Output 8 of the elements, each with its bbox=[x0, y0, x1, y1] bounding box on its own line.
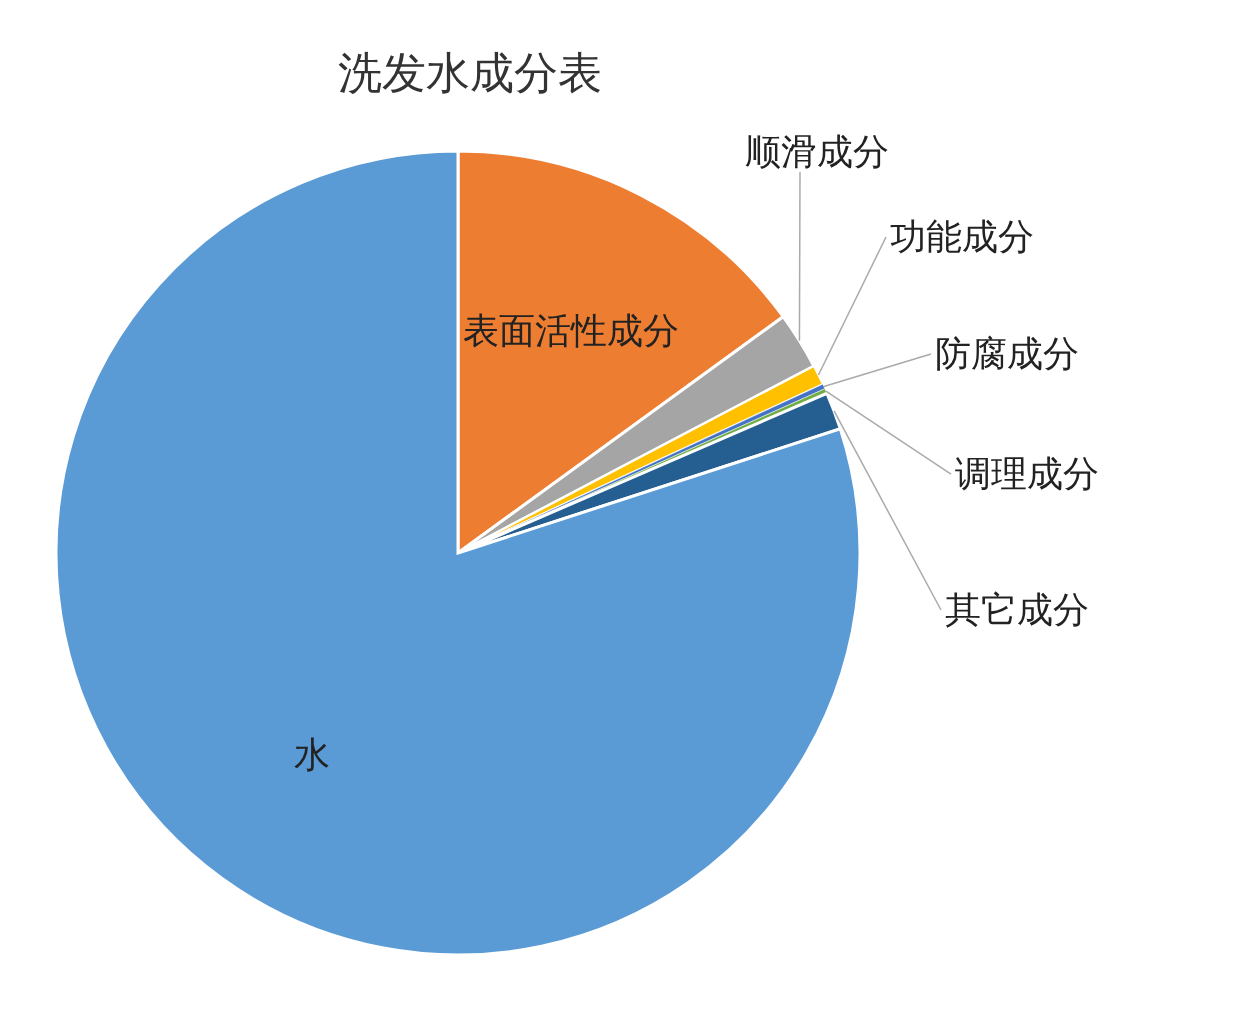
slice-label: 水 bbox=[293, 733, 330, 775]
slice-label: 功能成分 bbox=[890, 216, 1034, 257]
slice-label: 顺滑成分 bbox=[745, 131, 889, 172]
chart-title: 洗发水成分表 bbox=[338, 47, 602, 98]
slice-label: 其它成分 bbox=[945, 589, 1089, 630]
slice-label: 调理成分 bbox=[955, 453, 1099, 494]
slice-label: 防腐成分 bbox=[935, 333, 1079, 374]
slice-label: 表面活性成分 bbox=[463, 309, 680, 351]
